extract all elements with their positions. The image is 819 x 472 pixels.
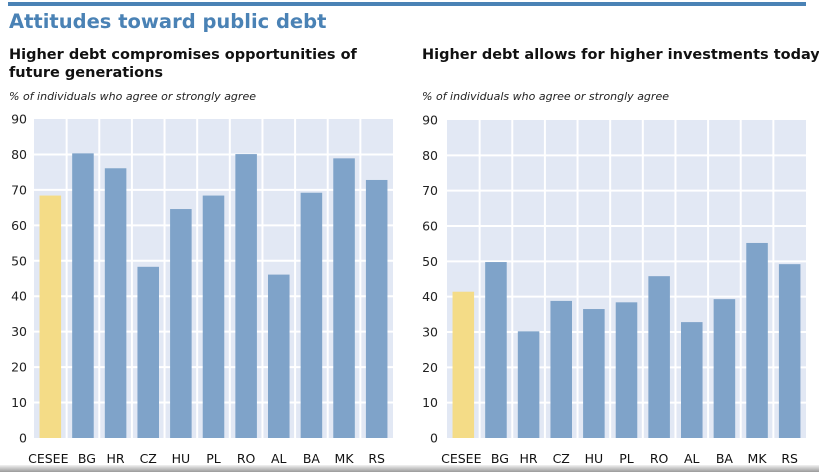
top-rule [8, 2, 806, 6]
left-x-tick-label: BA [303, 451, 321, 466]
left-y-tick-label: 90 [11, 112, 27, 127]
left-x-tick-label: MK [335, 451, 355, 466]
left-bar-ro [235, 154, 257, 438]
right-y-tick-label: 90 [422, 113, 438, 128]
left-bar-cesee [39, 195, 62, 438]
right-bar-ro [648, 276, 670, 438]
left-x-tick-label: CZ [140, 451, 157, 466]
right-x-tick-label: MK [748, 451, 768, 466]
left-y-tick-label: 60 [11, 218, 27, 233]
right-bar-cz [550, 300, 572, 438]
left-y-tick-label: 20 [11, 360, 27, 375]
left-x-tick-label: HR [107, 451, 125, 466]
left-bar-mk [333, 158, 355, 439]
left-y-tick-label: 50 [11, 253, 27, 268]
page-title: Attitudes toward public debt [9, 10, 327, 33]
bottom-divider [0, 465, 819, 472]
right-y-tick-label: 10 [422, 395, 438, 410]
right-bar-al [681, 322, 703, 438]
right-bar-ba [713, 299, 736, 438]
left-bar-al [268, 274, 290, 438]
right-bar-rs [778, 264, 801, 438]
right-bar-cesee [452, 291, 475, 438]
left-bar-hu [170, 209, 192, 438]
right-x-tick-label: BG [491, 451, 509, 466]
right-x-tick-label: HU [585, 451, 604, 466]
left-bar-bg [72, 153, 94, 438]
left-x-tick-label: AL [271, 451, 287, 466]
left-chart-subtitle: % of individuals who agree or strongly a… [9, 90, 256, 103]
right-y-tick-label: 50 [422, 254, 438, 269]
right-x-tick-label: CZ [553, 451, 570, 466]
right-bar-hr [517, 331, 540, 438]
left-bar-rs [365, 179, 388, 438]
left-x-tick-label: CESEE [28, 451, 68, 466]
right-y-tick-label: 80 [422, 148, 438, 163]
left-chart-title-line-2: future generations [9, 65, 164, 81]
right-bar-hu [583, 309, 605, 438]
left-x-tick-label: RO [237, 451, 256, 466]
right-y-tick-label: 70 [422, 183, 438, 198]
left-bar-pl [202, 195, 225, 438]
left-y-tick-label: 80 [11, 147, 27, 162]
right-bar-bg [485, 262, 507, 438]
left-x-tick-label: RS [368, 451, 385, 466]
left-bar-ba [300, 192, 323, 438]
left-y-tick-label: 0 [19, 431, 27, 446]
right-chart-subtitle: % of individuals who agree or strongly a… [422, 90, 669, 103]
left-y-tick-label: 30 [11, 324, 27, 339]
right-y-tick-label: 20 [422, 360, 438, 375]
left-x-tick-label: HU [172, 451, 191, 466]
right-chart-title-line-1: Higher debt allows for higher investment… [422, 47, 819, 63]
right-bar-mk [746, 242, 768, 438]
left-y-tick-label: 70 [11, 182, 27, 197]
left-x-tick-label: PL [206, 451, 221, 466]
right-y-tick-label: 30 [422, 325, 438, 340]
left-bar-hr [104, 168, 127, 439]
right-x-tick-label: RO [650, 451, 669, 466]
left-chart-title-line-1: Higher debt compromises opportunities of [9, 47, 357, 63]
left-y-tick-label: 40 [11, 289, 27, 304]
left-bar-cz [137, 266, 159, 438]
right-y-tick-label: 60 [422, 219, 438, 234]
right-x-tick-label: PL [619, 451, 634, 466]
right-x-tick-label: CESEE [441, 451, 481, 466]
right-y-tick-label: 40 [422, 289, 438, 304]
left-chart-title: Higher debt compromises opportunities of… [9, 46, 409, 82]
right-x-tick-label: AL [684, 451, 700, 466]
left-x-tick-label: BG [78, 451, 96, 466]
right-bar-pl [615, 302, 638, 438]
right-x-tick-label: BA [716, 451, 734, 466]
right-x-tick-label: HR [520, 451, 538, 466]
left-y-tick-label: 10 [11, 395, 27, 410]
right-x-tick-label: RS [781, 451, 798, 466]
right-y-tick-label: 0 [430, 431, 438, 446]
right-chart-title: Higher debt allows for higher investment… [422, 46, 819, 64]
